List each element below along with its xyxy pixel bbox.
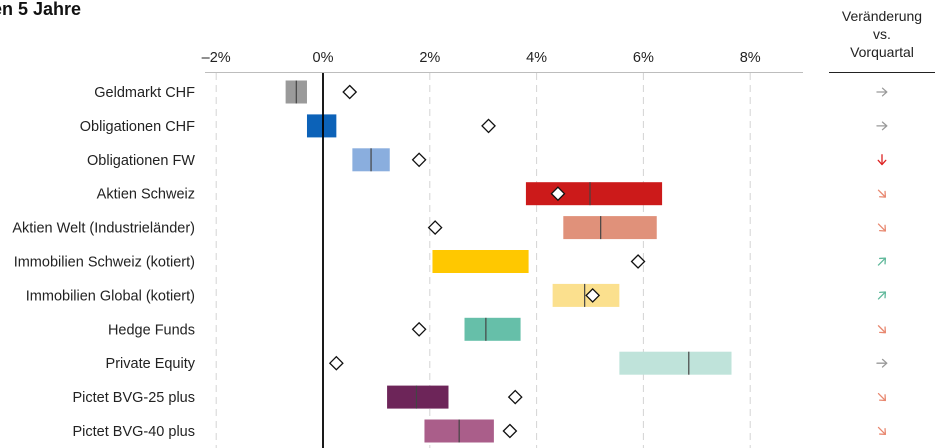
grid-lines (205, 72, 803, 448)
change-header-line: vs. (873, 26, 891, 42)
previous-marker (550, 186, 566, 202)
arrow-down-right-icon (877, 223, 887, 232)
change-header-line: Veränderung (842, 8, 922, 24)
change-header: Veränderung vs. Vorquartal (829, 8, 935, 73)
arrow-head (879, 394, 887, 402)
chart-row: Hedge Funds (108, 317, 887, 341)
arrow-head (881, 121, 888, 131)
chart-row: Aktien Welt (Industrieländer) (12, 216, 887, 240)
chart-row: Pictet BVG-40 plus (73, 419, 887, 443)
previous-marker (630, 254, 646, 269)
chart-row: Obligationen FW (87, 148, 887, 172)
arrow-up-right-icon (877, 257, 887, 266)
previous-marker (342, 84, 358, 100)
category-label: Hedge Funds (108, 322, 195, 338)
range-bar (619, 351, 732, 375)
chart-row: Aktien Schweiz (97, 182, 887, 206)
previous-marker (411, 321, 427, 337)
category-label: Pictet BVG-40 plus (73, 424, 196, 440)
range-bar (387, 385, 449, 409)
arrow-shaft (877, 426, 886, 435)
arrow-down-right-icon (877, 426, 887, 436)
category-label: Obligationen FW (87, 153, 195, 169)
arrow-down-icon (877, 154, 887, 166)
arrow-head (879, 428, 887, 436)
arrow-head (881, 358, 888, 368)
arrow-down-right-icon (877, 189, 887, 198)
category-label: Geldmarkt CHF (94, 85, 195, 101)
chart-row: Geldmarkt CHF (94, 80, 888, 104)
category-label: Aktien Schweiz (97, 187, 195, 203)
arrow-shaft (877, 257, 886, 266)
arrow-head (879, 257, 887, 265)
category-label: Immobilien Schweiz (kotiert) (14, 255, 195, 271)
chart-row: Pictet BVG-25 plus (73, 385, 887, 409)
chart-row: Immobilien Schweiz (kotiert) (14, 250, 887, 273)
chart-row: Obligationen CHF (80, 114, 888, 138)
arrow-head (879, 224, 887, 232)
range-bar (525, 182, 663, 206)
arrow-right-icon (876, 121, 888, 131)
arrow-shaft (877, 291, 886, 300)
previous-marker (585, 287, 601, 303)
arrow-shaft (877, 223, 886, 232)
x-tick-label: –2% (202, 50, 231, 66)
category-label: Aktien Welt (Industrieländer) (12, 221, 195, 237)
arrow-shaft (877, 189, 886, 198)
category-label: Pictet BVG-25 plus (73, 390, 196, 406)
range-bar (563, 216, 657, 240)
arrow-up-right-icon (877, 291, 887, 300)
previous-marker (507, 389, 523, 405)
arrow-head (879, 326, 887, 334)
x-tick-label: 4% (526, 50, 547, 66)
previous-marker (502, 423, 518, 439)
x-axis-ticks: –2% 0% 2% 4% 6% 8% (202, 50, 761, 66)
arrow-down-right-icon (877, 325, 887, 334)
previous-marker (411, 152, 427, 168)
arrow-down-right-icon (877, 392, 887, 402)
x-tick-label: 6% (633, 50, 654, 66)
x-tick-label: 2% (419, 50, 440, 66)
chart-title: ten 5 Jahre (0, 0, 81, 19)
arrow-shaft (877, 392, 886, 401)
range-bar (432, 250, 529, 273)
previous-marker (328, 355, 344, 371)
chart-rows: Geldmarkt CHF Obligationen CHF Obligatione… (12, 73, 888, 448)
previous-marker (481, 118, 496, 134)
chart-row: Private Equity (106, 351, 888, 375)
arrow-head (879, 291, 887, 299)
range-bar (306, 114, 337, 138)
category-label: Immobilien Global (kotiert) (26, 288, 195, 304)
arrow-head (881, 87, 888, 97)
category-label: Obligationen CHF (80, 119, 195, 135)
range-bar (464, 317, 521, 341)
change-header-line: Vorquartal (850, 44, 914, 60)
x-tick-label: 0% (313, 50, 334, 66)
chart-row: Immobilien Global (kotiert) (26, 283, 887, 307)
arrow-right-icon (876, 87, 888, 97)
category-label: Private Equity (106, 356, 196, 372)
previous-marker (427, 220, 443, 236)
arrow-head (879, 190, 887, 198)
arrow-head (877, 159, 887, 166)
x-tick-label: 8% (740, 50, 761, 66)
arrow-right-icon (876, 358, 888, 368)
arrow-shaft (877, 325, 886, 334)
